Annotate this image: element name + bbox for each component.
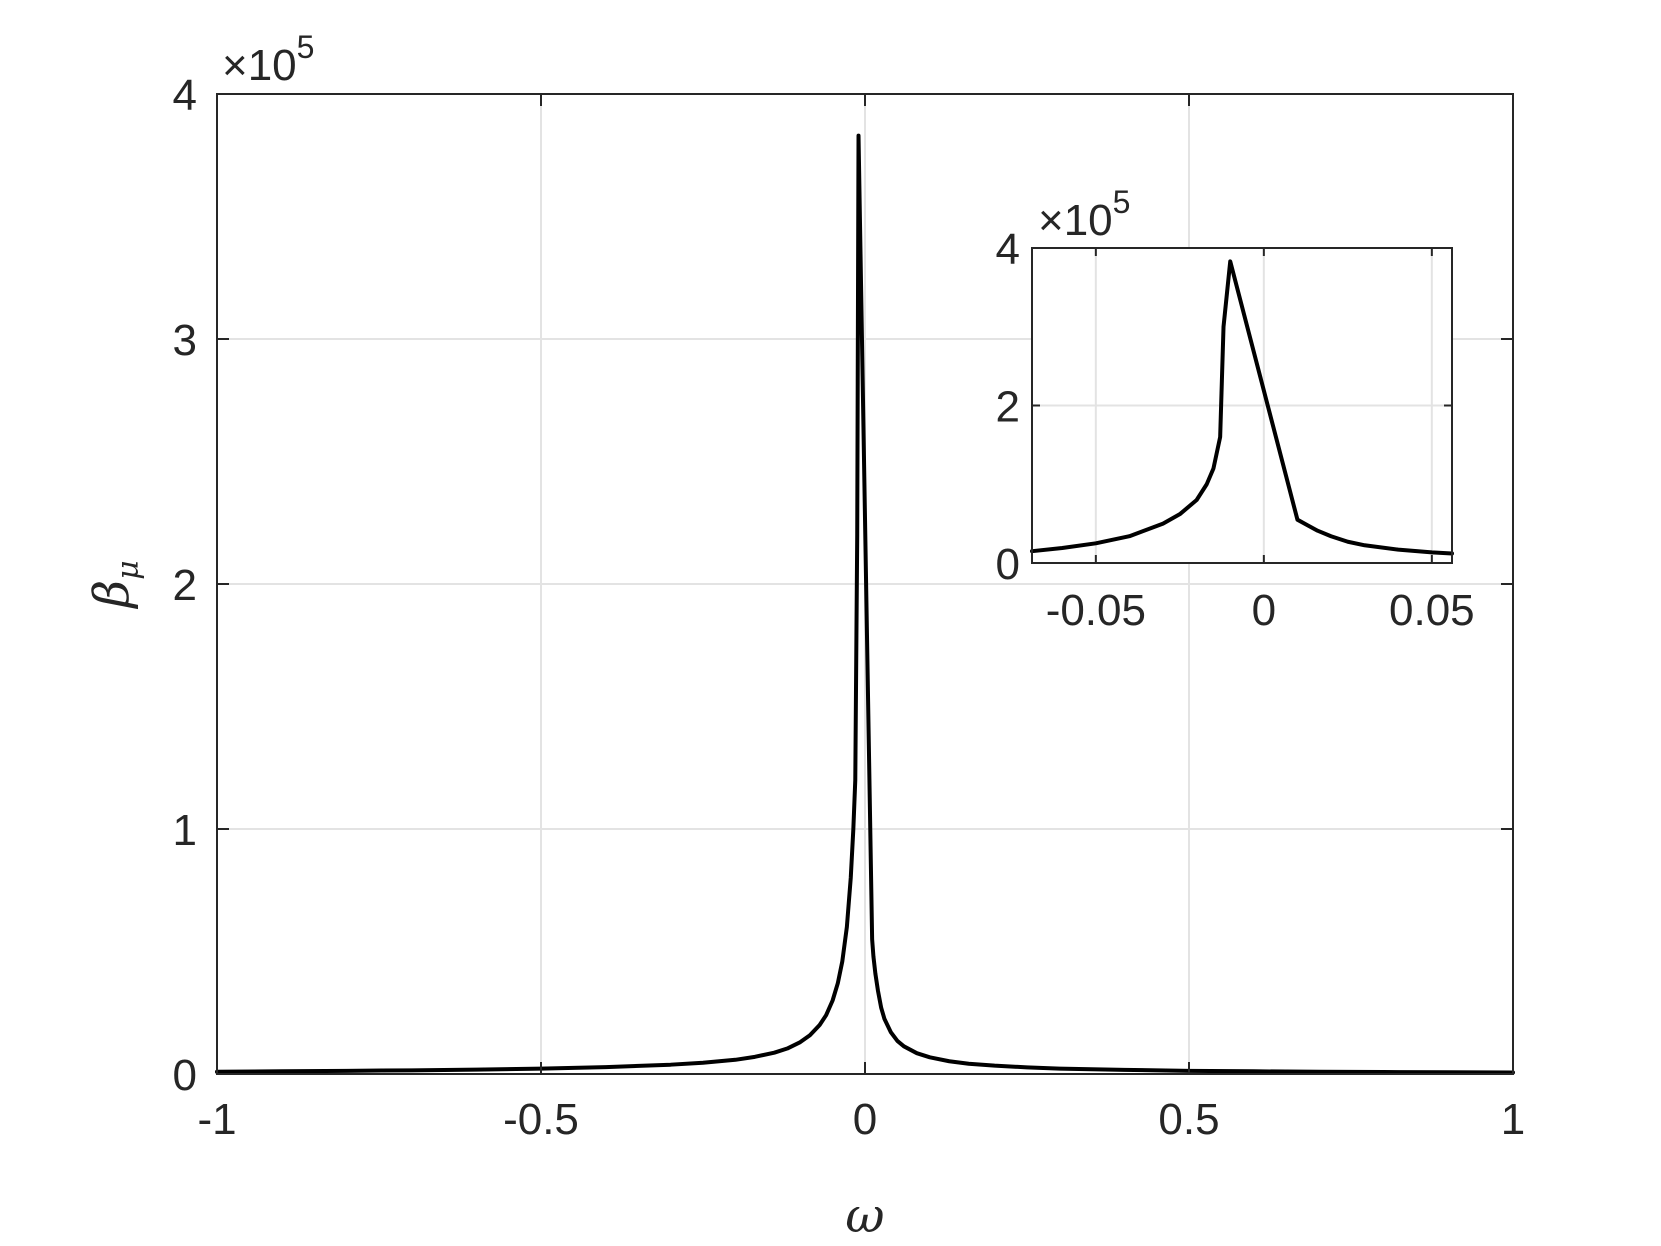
y-axis-label-sub: μ	[111, 560, 146, 580]
inset-y-exponent: ×105	[1038, 184, 1130, 245]
x-axis-label: ω	[845, 1188, 884, 1244]
inset-x-tick-label: 0.05	[1389, 586, 1475, 635]
svg-text:βμ: βμ	[84, 560, 146, 609]
inset-series	[1030, 259, 1454, 556]
main-x-tick-label: 0.5	[1158, 1095, 1219, 1144]
main-x-tick-label: 0	[853, 1095, 877, 1144]
main-y-exponent: ×105	[222, 29, 314, 90]
inset-grid	[1032, 248, 1452, 563]
main-y-tick-label: 4	[173, 71, 197, 120]
y-axis-label-main: β	[84, 580, 140, 610]
main-y-tick-labels: 0 1 2 3 4	[173, 71, 197, 1100]
main-x-tick-label: -0.5	[503, 1095, 579, 1144]
y-axis-label: βμ	[84, 560, 146, 609]
main-x-tick-label: 1	[1501, 1095, 1525, 1144]
inset-y-tick-label: 4	[996, 225, 1020, 274]
main-series-line	[215, 133, 1515, 1075]
main-y-tick-label: 0	[173, 1051, 197, 1100]
inset-plot: -0.05 0 0.05 0 2 4 ×105	[996, 184, 1475, 635]
main-y-tick-label: 2	[173, 561, 197, 610]
inset-y-tick-labels: 0 2 4	[996, 225, 1020, 589]
main-y-tick-label: 3	[173, 316, 197, 365]
inset-x-tick-label: -0.05	[1046, 586, 1146, 635]
inset-ticks	[1032, 247, 1452, 564]
main-y-tick-label: 1	[173, 806, 197, 855]
inset-y-tick-label: 2	[996, 382, 1020, 431]
main-x-tick-labels: -1 -0.5 0 0.5 1	[197, 1095, 1525, 1144]
inset-x-tick-label: 0	[1252, 586, 1276, 635]
inset-series-line	[1030, 259, 1454, 556]
main-ticks	[216, 93, 1514, 1075]
inset-x-tick-labels: -0.05 0 0.05	[1046, 586, 1475, 635]
main-series	[215, 133, 1515, 1075]
inset-y-tick-label: 0	[996, 540, 1020, 589]
main-x-tick-label: -1	[197, 1095, 236, 1144]
